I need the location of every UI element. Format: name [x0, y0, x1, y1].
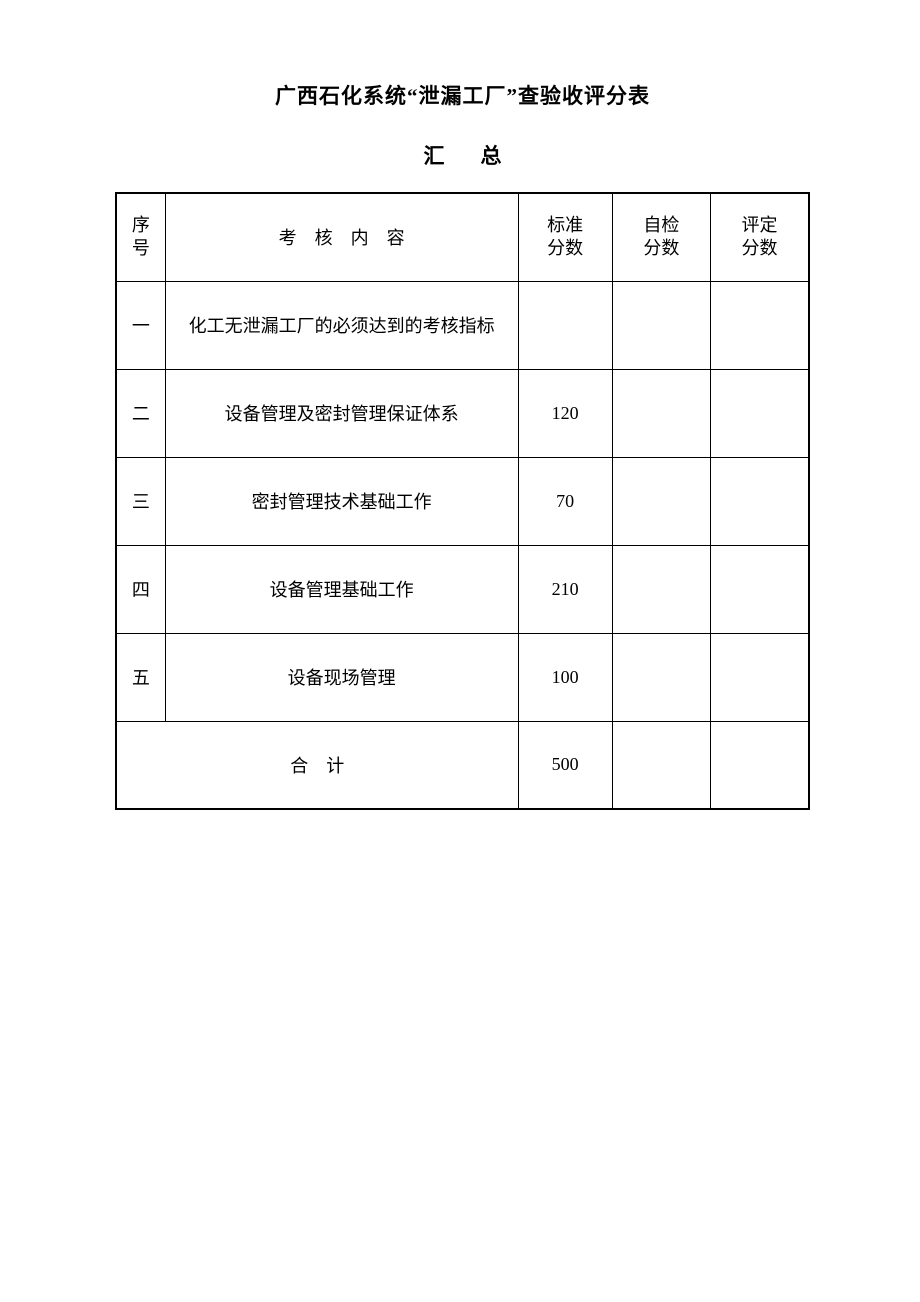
total-label-c1: 合 — [290, 756, 308, 776]
cell-eval — [711, 633, 809, 721]
cell-std: 210 — [518, 545, 612, 633]
cell-total-eval — [711, 721, 809, 809]
cell-self — [612, 281, 710, 369]
cell-total-self — [612, 721, 710, 809]
cell-seq: 一 — [116, 281, 165, 369]
cell-eval — [711, 369, 809, 457]
table-row: 二 设备管理及密封管理保证体系 120 — [116, 369, 809, 457]
page-title: 广西石化系统“泄漏工厂”查验收评分表 — [115, 80, 810, 110]
header-content-c2: 核 — [315, 228, 333, 248]
header-content-c3: 内 — [351, 228, 369, 248]
table-row: 五 设备现场管理 100 — [116, 633, 809, 721]
cell-content: 设备管理基础工作 — [165, 545, 518, 633]
header-eval-line2: 分数 — [742, 238, 778, 258]
cell-std — [518, 281, 612, 369]
header-seq-line2: 号 — [132, 238, 150, 258]
table-header-row: 序 号 考核内容 标准 分数 自检 分数 评定 分数 — [116, 193, 809, 281]
table-row: 一 化工无泄漏工厂的必须达到的考核指标 — [116, 281, 809, 369]
header-self: 自检 分数 — [612, 193, 710, 281]
header-std-line2: 分数 — [547, 238, 583, 258]
cell-self — [612, 633, 710, 721]
cell-content: 设备管理及密封管理保证体系 — [165, 369, 518, 457]
header-content-c1: 考 — [279, 228, 297, 248]
cell-std: 120 — [518, 369, 612, 457]
header-eval: 评定 分数 — [711, 193, 809, 281]
cell-std: 70 — [518, 457, 612, 545]
cell-content: 化工无泄漏工厂的必须达到的考核指标 — [165, 281, 518, 369]
header-self-line1: 自检 — [643, 215, 679, 235]
table-total-row: 合计 500 — [116, 721, 809, 809]
cell-eval — [711, 545, 809, 633]
cell-content: 设备现场管理 — [165, 633, 518, 721]
total-label-c2: 计 — [326, 756, 344, 776]
cell-seq: 五 — [116, 633, 165, 721]
cell-self — [612, 457, 710, 545]
header-self-line2: 分数 — [643, 238, 679, 258]
cell-eval — [711, 281, 809, 369]
cell-total-label: 合计 — [116, 721, 518, 809]
cell-seq: 四 — [116, 545, 165, 633]
cell-eval — [711, 457, 809, 545]
cell-seq: 二 — [116, 369, 165, 457]
header-seq: 序 号 — [116, 193, 165, 281]
table-row: 四 设备管理基础工作 210 — [116, 545, 809, 633]
score-table: 序 号 考核内容 标准 分数 自检 分数 评定 分数 一 化工无泄漏工厂的必须达… — [115, 192, 810, 810]
cell-seq: 三 — [116, 457, 165, 545]
header-seq-line1: 序 — [132, 215, 150, 235]
header-content-c4: 容 — [387, 228, 405, 248]
header-content: 考核内容 — [165, 193, 518, 281]
cell-std: 100 — [518, 633, 612, 721]
subtitle-char-2: 总 — [481, 144, 502, 168]
cell-self — [612, 545, 710, 633]
page-subtitle: 汇总 — [115, 140, 810, 170]
cell-content: 密封管理技术基础工作 — [165, 457, 518, 545]
header-std-line1: 标准 — [547, 215, 583, 235]
header-eval-line1: 评定 — [742, 215, 778, 235]
cell-total-std: 500 — [518, 721, 612, 809]
header-std: 标准 分数 — [518, 193, 612, 281]
subtitle-char-1: 汇 — [424, 144, 445, 168]
cell-self — [612, 369, 710, 457]
table-row: 三 密封管理技术基础工作 70 — [116, 457, 809, 545]
